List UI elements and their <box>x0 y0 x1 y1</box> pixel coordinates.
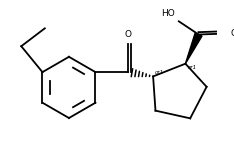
Text: or1: or1 <box>155 70 164 75</box>
Polygon shape <box>185 33 202 64</box>
Text: HO: HO <box>161 9 175 18</box>
Text: O: O <box>125 30 132 39</box>
Text: or1: or1 <box>188 65 197 70</box>
Text: O: O <box>230 29 234 38</box>
